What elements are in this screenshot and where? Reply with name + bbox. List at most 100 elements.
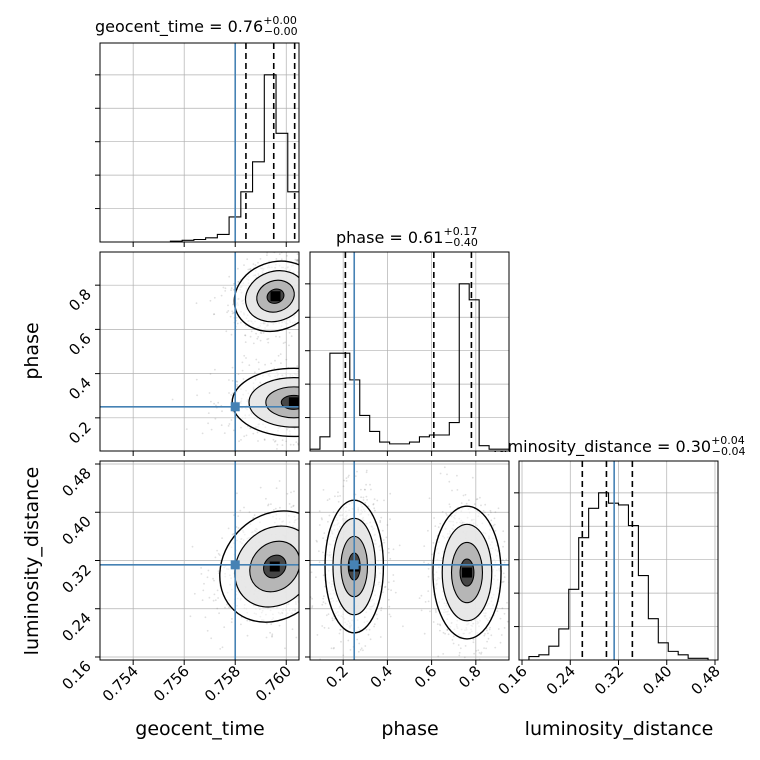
sample-point [306,403,308,405]
sample-point [420,609,423,612]
panel-frame [309,460,510,661]
sample-point [255,332,257,335]
sample-point [368,628,371,631]
sample-point [307,565,309,567]
sample-point [367,633,370,636]
sample-point [322,601,325,603]
sample-point [302,270,304,272]
sample-point [305,376,307,378]
sample-point [373,623,376,626]
sample-point [214,368,216,371]
sample-point [439,472,442,475]
sample-point [389,615,392,618]
y-tick-label: 0.6 [65,329,95,359]
sample-point [299,285,301,287]
sample-point [305,536,307,538]
sample-point [356,638,359,641]
sample-point [284,341,287,344]
sample-point [300,374,302,376]
sample-point [468,499,470,502]
sample-point [311,606,313,609]
sample-point [505,558,508,561]
sample-point [266,622,268,625]
sample-point [479,496,481,499]
sample-point [306,305,308,307]
sample-point [365,483,367,486]
sample-point [339,628,342,631]
sample-point [460,687,462,689]
sample-point [300,601,302,603]
sample-point [300,573,302,575]
sample-point [431,553,433,556]
histogram-step [100,74,299,242]
title-geocent-time: geocent_time = 0.76+0.00 −0.00 [95,14,298,38]
sample-point [305,398,307,400]
sample-point [301,583,303,585]
sample-point [304,275,306,277]
sample-point [471,476,474,479]
sample-point [303,313,305,315]
axis-labels: geocent_time phase luminosity_distance p… [21,322,713,740]
sample-point [301,315,303,317]
sample-point [301,395,303,397]
sample-point [270,623,273,626]
sample-point [300,546,302,548]
sample-point [207,412,210,414]
sample-point [257,336,260,338]
sample-point [473,652,475,655]
sample-point [340,640,342,643]
sample-point [302,540,304,542]
sample-point [286,254,288,257]
sample-point [296,365,299,367]
sample-point [304,306,306,308]
sample-point [232,303,234,306]
sample-point [280,362,282,364]
sample-point [206,576,209,579]
sample-point [305,408,307,410]
density-peak [269,561,280,572]
sample-point [302,297,304,299]
sample-point [304,404,306,406]
sample-point [230,287,233,290]
sample-point [252,516,255,519]
sample-point [385,536,388,539]
sample-point [302,304,304,306]
sample-point [503,612,506,615]
x-axis-label-luminosity-distance: luminosity_distance [525,718,714,740]
sample-point [233,283,235,285]
sample-point [246,258,249,261]
sample-point [266,338,269,341]
sample-point [324,585,326,588]
x-tick-label: 0.2 [322,662,352,692]
sample-point [191,545,194,548]
sample-point [360,647,363,650]
hist-panel-phase [305,251,510,456]
sample-point [343,479,345,482]
sample-point [304,289,306,291]
truth-marker [230,402,240,412]
sample-point [315,576,317,579]
sample-point [300,415,302,417]
sample-point [272,438,275,441]
sample-point [304,539,306,541]
sample-point [240,426,242,429]
sample-point [357,650,360,653]
sample-point [274,507,277,510]
sample-point [301,519,303,521]
sample-point [356,470,358,473]
sample-point [494,646,497,649]
sample-point [302,388,304,390]
sample-point [318,510,321,512]
sample-point [330,647,333,650]
sample-point [452,642,455,645]
sample-point [360,496,362,499]
sample-point [304,432,306,434]
sample-point [201,432,204,435]
sample-point [303,311,305,313]
x-tick-label: 0.760 [252,662,295,705]
sample-point [303,601,305,603]
sample-point [228,392,230,394]
sample-point [322,537,324,539]
sample-point [494,529,497,532]
sample-point [433,517,435,519]
